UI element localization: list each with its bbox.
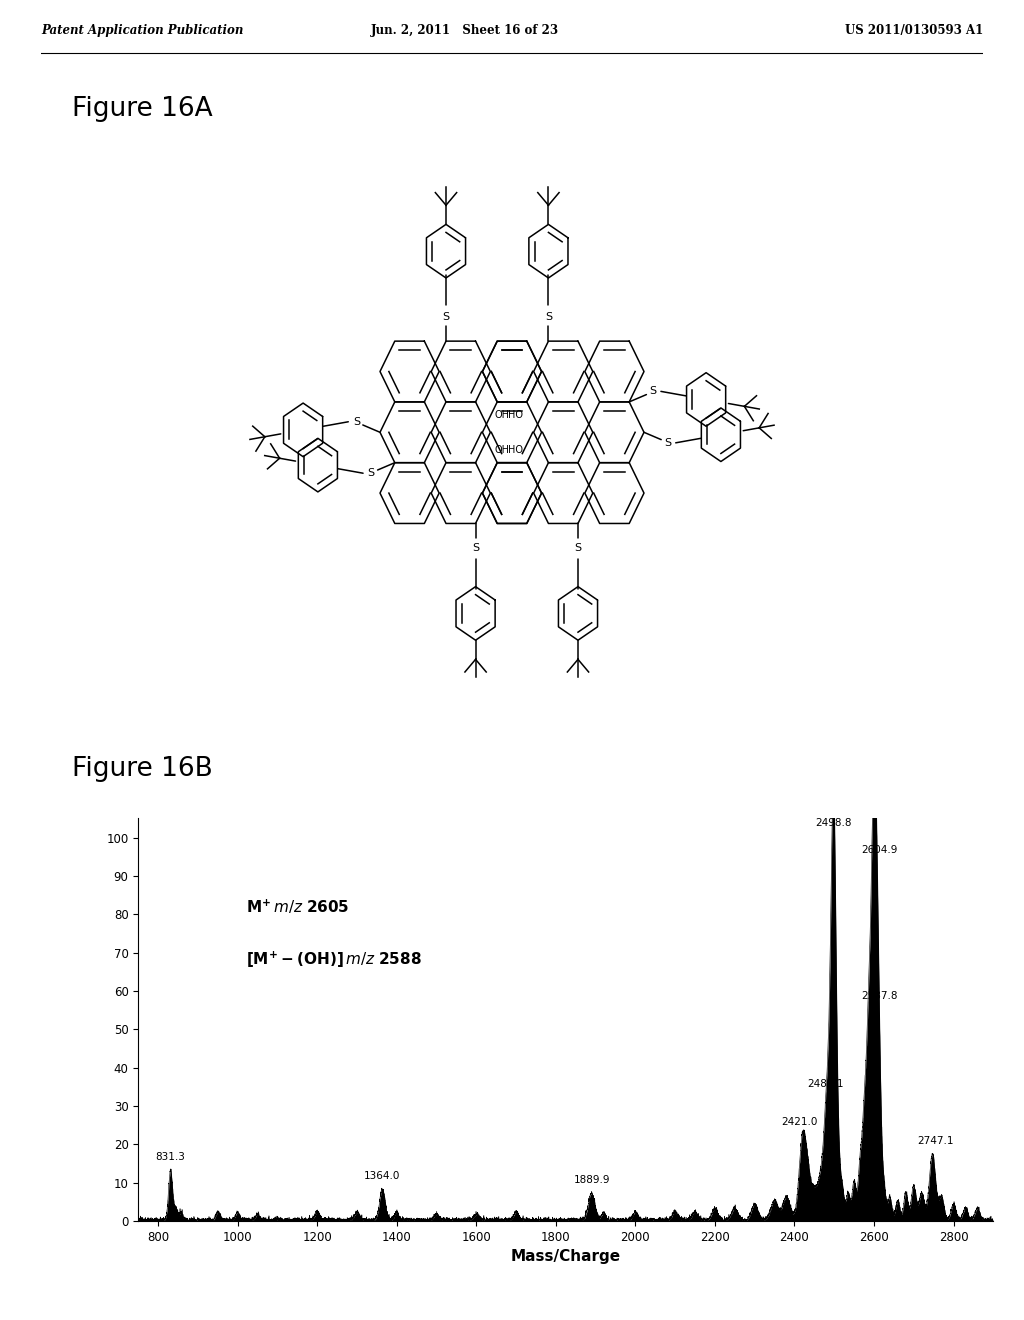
- Text: US 2011/0130593 A1: US 2011/0130593 A1: [845, 24, 983, 37]
- Text: Figure 16A: Figure 16A: [72, 96, 212, 121]
- Text: Patent Application Publication: Patent Application Publication: [41, 24, 244, 37]
- Text: HO: HO: [508, 445, 523, 455]
- Text: Figure 16B: Figure 16B: [72, 756, 212, 781]
- Text: $\mathbf{[M^{+} - (OH)]}$$\,\mathit{m/z}$ $\mathbf{2588}$: $\mathbf{[M^{+} - (OH)]}$$\,\mathit{m/z}…: [246, 950, 422, 970]
- Text: 2498.8: 2498.8: [815, 818, 852, 828]
- Text: S: S: [574, 543, 582, 553]
- Text: 1364.0: 1364.0: [365, 1171, 400, 1180]
- Text: 2421.0: 2421.0: [781, 1117, 818, 1127]
- Text: 1889.9: 1889.9: [573, 1175, 610, 1184]
- Text: 831.3: 831.3: [156, 1151, 185, 1162]
- Text: OH: OH: [495, 409, 510, 420]
- Text: S: S: [442, 312, 450, 322]
- Text: Jun. 2, 2011   Sheet 16 of 23: Jun. 2, 2011 Sheet 16 of 23: [371, 24, 559, 37]
- Text: 2747.1: 2747.1: [918, 1137, 954, 1146]
- Text: 2604.9: 2604.9: [862, 845, 898, 855]
- Text: OH: OH: [495, 445, 510, 455]
- Text: $\mathbf{M^{+}}$$\,\mathit{m/z}$ $\mathbf{2605}$: $\mathbf{M^{+}}$$\,\mathit{m/z}$ $\mathb…: [246, 898, 349, 916]
- Text: S: S: [649, 387, 656, 396]
- Text: 2587.8: 2587.8: [861, 990, 897, 1001]
- Text: 2482.1: 2482.1: [807, 1078, 844, 1089]
- Text: S: S: [368, 469, 375, 478]
- Text: S: S: [545, 312, 552, 322]
- X-axis label: Mass/Charge: Mass/Charge: [511, 1249, 621, 1265]
- Text: S: S: [472, 543, 479, 553]
- Text: S: S: [353, 417, 359, 426]
- Text: HO: HO: [508, 409, 523, 420]
- Text: S: S: [665, 438, 671, 447]
